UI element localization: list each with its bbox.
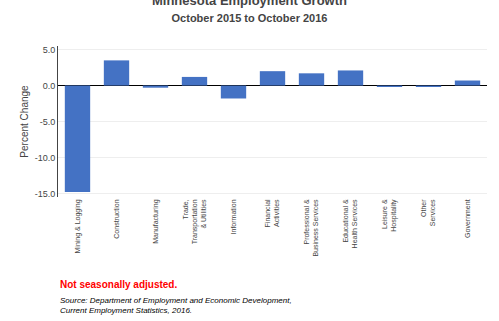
svg-text:Information: Information [230, 199, 237, 234]
svg-text:Educational &Health Services: Educational &Health Services [342, 199, 358, 249]
svg-text:Professional &Business Service: Professional &Business Services [303, 199, 319, 257]
svg-text:Construction: Construction [113, 199, 120, 238]
svg-text:Minnesota Employment GrowthOct: Minnesota Employment GrowthOctober 2015 … [152, 0, 347, 24]
svg-text:5.0: 5.0 [43, 45, 56, 55]
svg-text:0.0: 0.0 [43, 81, 56, 91]
svg-text:FinancialActivities: FinancialActivities [264, 199, 280, 228]
svg-text:Not seasonally adjusted.: Not seasonally adjusted. [60, 279, 177, 290]
svg-text:Percent Change: Percent Change [19, 85, 30, 158]
svg-text:Trade,Transportation& Utilitie: Trade,Transportation& Utilities [182, 199, 207, 244]
svg-text:Leisure &Hospitality: Leisure &Hospitality [381, 199, 398, 232]
svg-text:Mining & Logging: Mining & Logging [74, 199, 82, 253]
svg-text:-15.0: -15.0 [35, 189, 56, 199]
svg-text:-5.0: -5.0 [40, 117, 56, 127]
svg-text:Government: Government [464, 199, 471, 238]
svg-text:Manufacturing: Manufacturing [152, 199, 160, 243]
svg-text:-10.0: -10.0 [35, 153, 56, 163]
svg-text:OtherServices: OtherServices [420, 199, 436, 227]
svg-text:Source: Department of Employme: Source: Department of Employment and Eco… [60, 296, 292, 315]
